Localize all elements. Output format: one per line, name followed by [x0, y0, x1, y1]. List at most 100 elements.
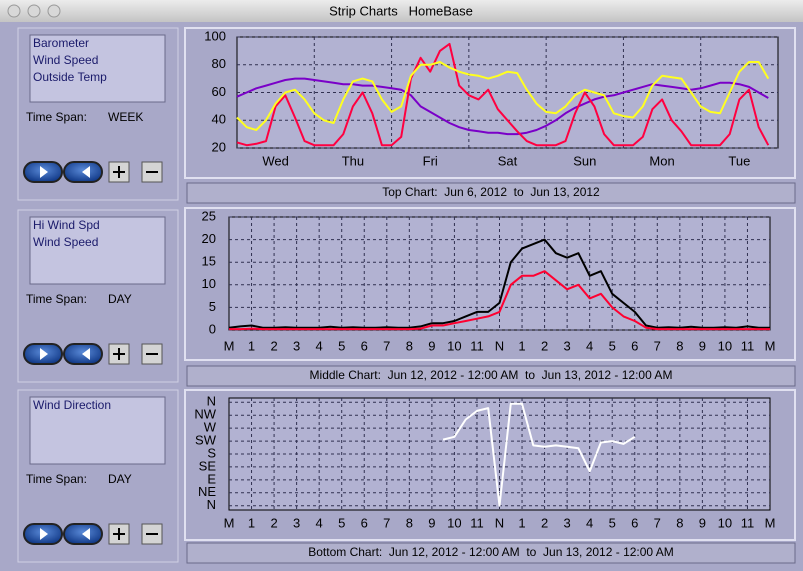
x-tick-label: 6 [361, 515, 368, 530]
minimize-button[interactable] [27, 4, 41, 18]
x-tick-label: 11 [470, 515, 484, 530]
chart-caption: Middle Chart: Jun 12, 2012 - 12:00 AM to… [310, 368, 673, 382]
series-list-item: Outside Temp [33, 70, 107, 84]
zoom-button[interactable] [47, 4, 61, 18]
caption-bar [186, 182, 796, 204]
window-title: Strip Charts HomeBase [329, 3, 473, 18]
y-tick-label: 80 [212, 56, 226, 71]
title-bar [0, 0, 803, 22]
x-tick-label: 3 [564, 515, 571, 530]
series-list [29, 216, 166, 285]
x-tick-label: 7 [383, 338, 390, 353]
x-tick-label: M [765, 338, 776, 353]
x-tick-label: 11 [741, 515, 755, 530]
x-tick-label: 1 [248, 515, 255, 530]
x-tick-label: 9 [428, 338, 435, 353]
x-tick-label: 10 [718, 338, 732, 353]
y-tick-label: 5 [209, 299, 216, 314]
x-tick-label: 2 [541, 515, 548, 530]
x-tick-label: 3 [293, 338, 300, 353]
x-tick-label: 6 [631, 338, 638, 353]
x-tick-label: 2 [270, 338, 277, 353]
x-tick-label: 11 [470, 338, 484, 353]
caption-bar [186, 365, 796, 387]
x-tick-label: 4 [586, 338, 593, 353]
series-list-item: Barometer [33, 36, 89, 50]
forward-button-arrow [82, 348, 90, 360]
time-span-label: Time Span: [26, 110, 87, 124]
y-tick-label: 40 [212, 112, 226, 127]
y-tick-label: W [204, 420, 217, 435]
series-list-item: Wind Speed [33, 235, 98, 249]
back-button-arrow [40, 166, 48, 178]
x-tick-label: 6 [631, 515, 638, 530]
x-tick-label: 7 [654, 515, 661, 530]
x-tick-label: M [765, 515, 776, 530]
series-list-item: Wind Speed [33, 53, 98, 67]
x-tick-label: 5 [609, 338, 616, 353]
series-line [229, 270, 770, 331]
x-tick-label: 5 [338, 338, 345, 353]
chart-caption: Bottom Chart: Jun 12, 2012 - 12:00 AM to… [308, 545, 674, 559]
y-tick-label: 100 [204, 28, 226, 43]
y-tick-label: NW [194, 407, 216, 422]
time-span-value: DAY [108, 292, 132, 306]
series-list-items: Hi Wind Spd Wind Speed [33, 218, 100, 249]
x-tick-label: 8 [676, 515, 683, 530]
close-button[interactable] [7, 4, 21, 18]
y-tick-label: 10 [202, 276, 216, 291]
x-tick-label: 5 [338, 515, 345, 530]
x-tick-label: 9 [699, 338, 706, 353]
series-line [228, 238, 770, 329]
y-tick-label: N [207, 394, 216, 409]
x-tick-label: Tue [728, 153, 750, 168]
series-list-item: Hi Wind Spd [33, 218, 100, 232]
x-tick-label: Fri [423, 153, 438, 168]
plus-icon [113, 166, 125, 178]
x-tick-label: 4 [586, 515, 593, 530]
x-tick-label: M [224, 338, 235, 353]
x-tick-label: 7 [654, 338, 661, 353]
x-tick-label: 3 [564, 338, 571, 353]
y-tick-label: S [207, 445, 216, 460]
caption-bar [186, 542, 796, 564]
series-list [29, 34, 166, 103]
series-list-item: Wind Direction [33, 398, 111, 412]
series-line [236, 42, 770, 147]
y-tick-label: 15 [202, 254, 216, 269]
series-line [442, 402, 636, 507]
x-tick-label: M [224, 515, 235, 530]
x-tick-label: Wed [262, 153, 289, 168]
plus-icon [113, 528, 125, 540]
chart-caption: Top Chart: Jun 6, 2012 to Jun 13, 2012 [382, 185, 600, 199]
y-tick-label: N [207, 497, 216, 512]
x-tick-label: 10 [447, 338, 461, 353]
series-line [236, 77, 769, 136]
y-tick-label: E [207, 471, 216, 486]
y-tick-label: SW [195, 433, 217, 448]
x-tick-label: 2 [541, 338, 548, 353]
x-tick-label: 6 [361, 338, 368, 353]
y-tick-label: 0 [209, 321, 216, 336]
x-tick-label: Sun [573, 153, 596, 168]
x-tick-label: 2 [270, 515, 277, 530]
y-tick-label: 20 [212, 139, 226, 154]
x-tick-label: 8 [406, 515, 413, 530]
x-tick-label: N [495, 338, 504, 353]
y-tick-label: 25 [202, 208, 216, 223]
x-tick-label: Mon [649, 153, 674, 168]
x-tick-label: Thu [342, 153, 364, 168]
x-tick-label: 10 [447, 515, 461, 530]
x-tick-label: 10 [718, 515, 732, 530]
x-tick-label: 9 [428, 515, 435, 530]
time-span-value: WEEK [108, 110, 143, 124]
time-span-label: Time Span: [26, 292, 87, 306]
x-tick-label: 8 [406, 338, 413, 353]
back-button-arrow [40, 528, 48, 540]
y-tick-label: 20 [202, 231, 216, 246]
x-tick-label: 5 [609, 515, 616, 530]
x-tick-label: 3 [293, 515, 300, 530]
time-span-label: Time Span: [26, 472, 87, 486]
